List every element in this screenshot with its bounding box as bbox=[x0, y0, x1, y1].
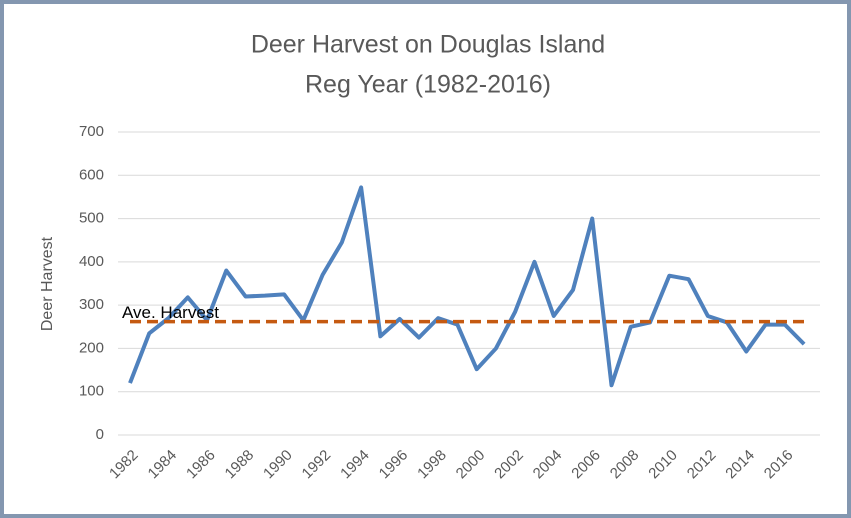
y-tick-label: 300 bbox=[79, 296, 104, 313]
chart-title: Reg Year (1982-2016) bbox=[305, 71, 551, 99]
y-tick-label: 400 bbox=[79, 253, 104, 270]
y-tick-label: 100 bbox=[79, 383, 104, 400]
y-tick-label: 200 bbox=[79, 339, 104, 356]
y-tick-label: 0 bbox=[96, 426, 104, 443]
data-line bbox=[128, 185, 806, 388]
average-label: Ave. Harvest bbox=[122, 303, 219, 322]
y-axis-label: Deer Harvest bbox=[39, 236, 56, 331]
y-tick-label: 500 bbox=[79, 210, 104, 227]
chart-title: Deer Harvest on Douglas Island bbox=[251, 31, 605, 59]
y-tick-label: 600 bbox=[79, 166, 104, 183]
y-tick-label: 700 bbox=[79, 123, 104, 140]
